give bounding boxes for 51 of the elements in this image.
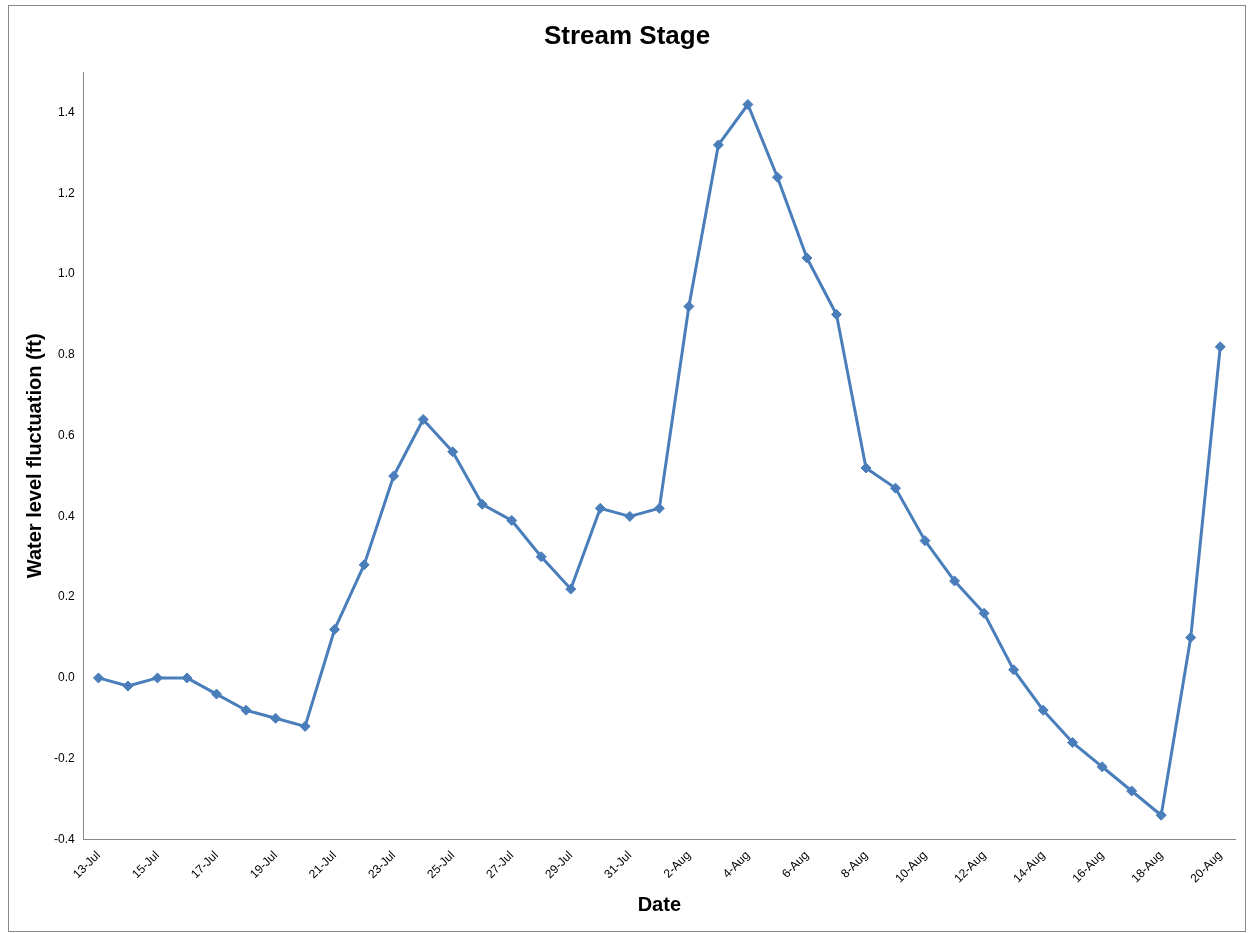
chart-title: Stream Stage [543, 19, 711, 50]
point [594, 502, 606, 514]
point [417, 413, 429, 425]
point [506, 514, 518, 526]
point [388, 470, 400, 482]
point [830, 308, 842, 320]
y-tick-label: 0.8 [57, 347, 75, 362]
point [1067, 737, 1079, 749]
point [329, 623, 341, 635]
y-tick-label: 0.4 [57, 508, 75, 523]
point [358, 559, 370, 571]
point [1008, 664, 1020, 676]
point [476, 498, 488, 510]
point [565, 583, 577, 595]
point [92, 672, 104, 684]
y-tick-label: -0.4 [53, 831, 75, 846]
point [949, 575, 961, 587]
point [122, 680, 134, 692]
point [211, 688, 223, 700]
point [240, 704, 252, 716]
point [270, 712, 282, 724]
y-tick-label: 1.4 [57, 104, 75, 119]
point [712, 139, 724, 151]
y-tick-label: 1.2 [57, 185, 75, 200]
y-tick-label: 0.6 [57, 427, 75, 442]
point [1155, 809, 1167, 821]
point [1185, 632, 1197, 644]
point [181, 672, 193, 684]
point [151, 672, 163, 684]
point [742, 99, 754, 111]
point [890, 482, 902, 494]
point [1096, 761, 1108, 773]
point [771, 171, 783, 183]
y-tick-label: 0.2 [57, 589, 75, 604]
point [624, 510, 636, 522]
point [801, 252, 813, 264]
point [919, 535, 931, 547]
y-axis-title: Water level fluctuation (ft) [22, 333, 45, 579]
point [299, 720, 311, 732]
point [978, 607, 990, 619]
point [653, 502, 665, 514]
y-tick-label: -0.2 [53, 751, 75, 765]
point [1037, 704, 1049, 716]
point [860, 462, 872, 474]
y-tick-label: 0.0 [57, 670, 75, 685]
point [447, 446, 459, 458]
point [1126, 785, 1138, 797]
point [535, 551, 547, 563]
point [683, 300, 695, 312]
y-tick-label: 1.0 [57, 266, 75, 281]
x-axis-title: Date [637, 892, 682, 915]
